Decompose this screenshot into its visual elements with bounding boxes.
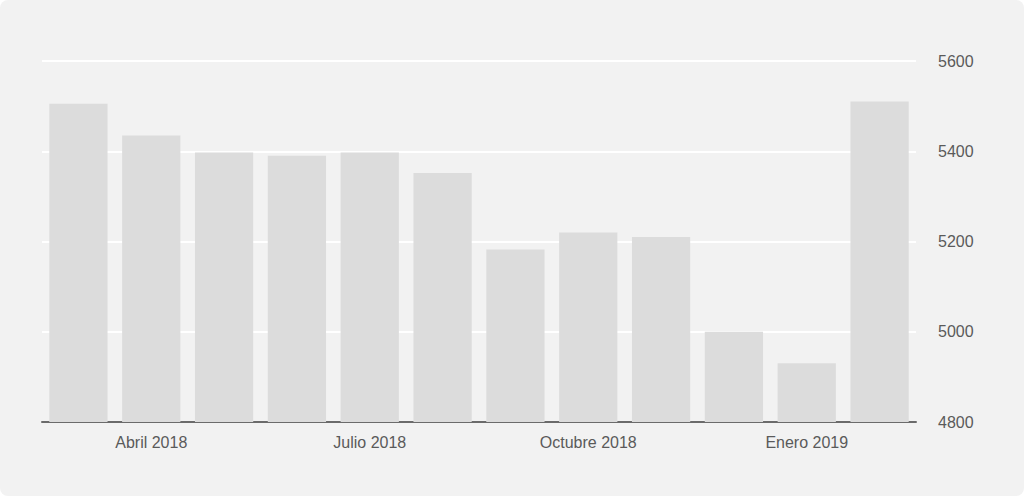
svg-text:5400: 5400 <box>938 143 974 160</box>
svg-text:Julio 2018: Julio 2018 <box>333 434 406 451</box>
svg-text:Enero 2019: Enero 2019 <box>765 434 848 451</box>
svg-text:Abril 2018: Abril 2018 <box>115 434 187 451</box>
svg-text:4800: 4800 <box>938 414 974 431</box>
svg-text:Octubre 2018: Octubre 2018 <box>540 434 637 451</box>
svg-text:5000: 5000 <box>938 323 974 340</box>
svg-text:5200: 5200 <box>938 233 974 250</box>
svg-text:5600: 5600 <box>938 53 974 70</box>
